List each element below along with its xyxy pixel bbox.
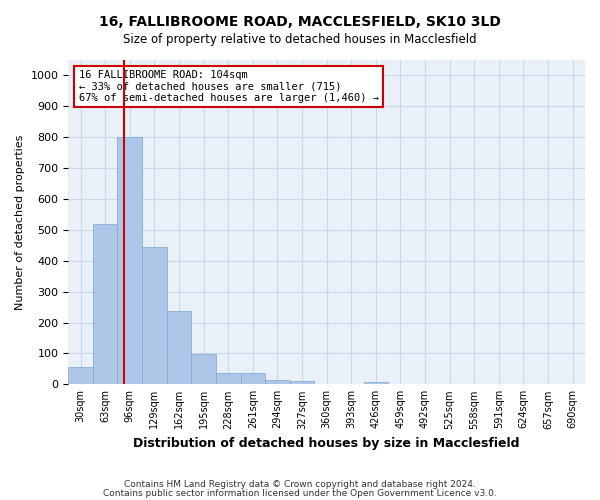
Bar (118, 137, 142, 384)
Bar (142, 247, 167, 384)
Bar (167, 311, 191, 384)
Text: Size of property relative to detached houses in Macclesfield: Size of property relative to detached ho… (123, 32, 477, 46)
Text: 16, FALLIBROOME ROAD, MACCLESFIELD, SK10 3LD: 16, FALLIBROOME ROAD, MACCLESFIELD, SK10… (99, 15, 501, 29)
Text: Contains public sector information licensed under the Open Government Licence v3: Contains public sector information licen… (103, 489, 497, 498)
Bar (93, 224, 118, 384)
Bar (290, 381, 314, 384)
Bar (241, 372, 265, 384)
Bar (265, 380, 290, 384)
Text: 16 FALLIBROOME ROAD: 104sqm
← 33% of detached houses are smaller (715)
67% of se: 16 FALLIBROOME ROAD: 104sqm ← 33% of det… (79, 70, 379, 103)
Bar (364, 382, 388, 384)
Bar (68, 368, 93, 384)
Bar (191, 354, 216, 384)
Y-axis label: Number of detached properties: Number of detached properties (15, 134, 25, 310)
X-axis label: Distribution of detached houses by size in Macclesfield: Distribution of detached houses by size … (133, 437, 520, 450)
Bar (216, 372, 241, 384)
Text: Contains HM Land Registry data © Crown copyright and database right 2024.: Contains HM Land Registry data © Crown c… (124, 480, 476, 489)
